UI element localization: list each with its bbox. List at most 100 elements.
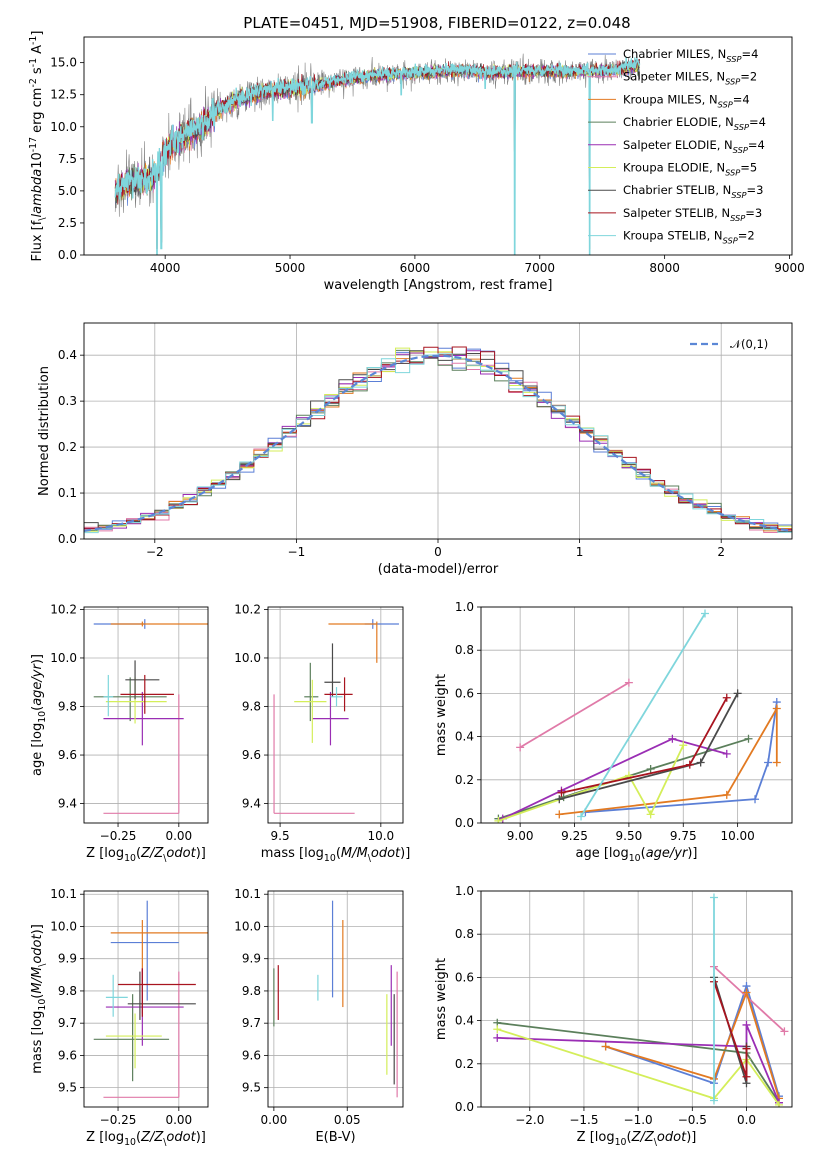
model-spectrum [114, 59, 641, 249]
weight-point-marker [601, 1042, 610, 1051]
y-tick-label: 10.0 [234, 651, 261, 665]
weight-series-line [585, 701, 778, 814]
weight-series-line [519, 681, 630, 749]
error-bar [125, 660, 160, 700]
error-bar [330, 687, 343, 707]
y-tick-label: 10.1 [234, 887, 261, 901]
error-bar [273, 694, 355, 814]
error-bar [110, 900, 179, 1001]
y-tick-label: 10.1 [50, 887, 77, 901]
y-axis-label: mass weight [434, 958, 449, 1040]
model-spectrum [114, 60, 641, 249]
y-tick-label: 9.8 [58, 700, 77, 714]
x-axis-label: E(B-V) [315, 1130, 355, 1145]
y-tick-label: 0.2 [455, 1057, 474, 1071]
x-tick-label: 10.0 [367, 829, 394, 843]
x-tick-label: 9.75 [670, 829, 697, 843]
y-tick-label: 1.0 [455, 884, 474, 898]
y-axis-label: mass weight [434, 674, 449, 756]
x-axis-label: Z [log10(Z/Z\odot)] [577, 1130, 697, 1148]
residuals-panel: −2 −1 0 1 2 0.0 0.1 0.2 0.3 0.4 (data-model)/error… [37, 322, 793, 577]
y-tick-label: 0.2 [455, 773, 474, 787]
weight-point-marker [722, 693, 731, 702]
x-tick-label: 9.00 [507, 829, 534, 843]
weight-series-line [559, 705, 778, 816]
weight-point-marker [493, 1025, 502, 1034]
weight-point-marker [624, 678, 633, 687]
z-mass-panel: −0.25 0.00 9.5 9.6 9.7 9.8 9.9 10.0 10.1 Z [log10… [30, 887, 209, 1148]
y-tick-label: 0.0 [455, 816, 474, 830]
x-axis-label: age [log10(age/yr)] [575, 846, 697, 864]
weight-point-marker [751, 795, 760, 804]
y-tick-label: 9.7 [58, 1016, 77, 1030]
y-tick-label: 9.6 [58, 748, 77, 762]
x-tick-label: 6000 [400, 261, 431, 275]
residual-histogram [84, 353, 792, 534]
y-tick-label: 0.8 [455, 927, 474, 941]
model-spectrum [114, 62, 641, 249]
x-tick-label: 9.50 [616, 829, 643, 843]
y-tick-label: 0.4 [455, 730, 474, 744]
y-tick-label: 15.0 [50, 56, 77, 70]
y-tick-label: 2.5 [58, 216, 77, 230]
error-bar [103, 674, 114, 717]
x-axis-label: Z [log10(Z/Z\odot)] [86, 1130, 206, 1148]
legend-entry: Chabrier MILES, NSSP=4 [623, 47, 758, 64]
spectrum-panel: 4000 5000 6000 7000 8000 9000 0.0 2.5 5.0 7.5 10.0… [28, 31, 805, 293]
axes-frame [480, 890, 793, 1108]
x-tick-label: −2.0 [515, 1113, 544, 1127]
legend-entry: Chabrier ELODIE, NSSP=4 [623, 115, 766, 132]
x-tick-label: 2 [717, 545, 725, 559]
y-tick-label: 9.7 [242, 1016, 261, 1030]
weight-point-marker [709, 1096, 718, 1105]
x-tick-label: 0.00 [165, 1113, 192, 1127]
weight-series-line [713, 981, 748, 1078]
x-tick-label: −1.0 [624, 1113, 653, 1127]
x-tick-label: 10.00 [720, 829, 754, 843]
y-tick-label: 9.8 [242, 700, 261, 714]
error-bar [294, 679, 327, 743]
y-tick-label: 9.8 [58, 984, 77, 998]
error-bar [324, 677, 353, 712]
x-tick-label: 0.0 [737, 1113, 756, 1127]
y-tick-label: 10.0 [234, 919, 261, 933]
z-age-panel: −0.25 0.00 9.4 9.6 9.8 10.0 10.2 Z [log10(Z/Z\o… [30, 602, 209, 864]
x-tick-label: 7000 [524, 261, 555, 275]
model-spectrum [114, 59, 641, 249]
axes-frame [83, 606, 209, 824]
x-tick-label: −0.25 [100, 1113, 137, 1127]
x-tick-label: 0.05 [334, 1113, 361, 1127]
plot-area [114, 53, 641, 255]
x-tick-label: 8000 [649, 261, 680, 275]
y-tick-label: 9.4 [58, 797, 77, 811]
weight-point-marker [516, 743, 525, 752]
weight-point-marker [742, 1020, 751, 1029]
y-tick-label: 9.5 [242, 1081, 261, 1095]
y-axis-label: Flux [f\lambda10-17 erg cm-2 s-1 A-1] [28, 31, 48, 262]
age-weight-panel: 9.00 9.25 9.50 9.75 10.00 0.0 0.2 0.4 0.6 0.8 1.0 a… [434, 600, 793, 864]
axes-frame [83, 36, 793, 256]
error-bar [105, 968, 184, 1046]
weight-point-marker [701, 609, 710, 618]
x-tick-label: 9000 [774, 261, 805, 275]
x-axis-label: Z [log10(Z/Z\odot)] [86, 846, 206, 864]
y-tick-label: 0.4 [58, 348, 77, 362]
weight-point-marker [772, 758, 781, 767]
y-tick-label: 9.6 [242, 748, 261, 762]
x-tick-label: −0.5 [678, 1113, 707, 1127]
y-tick-label: 0.0 [455, 1100, 474, 1114]
model-spectrum [114, 61, 641, 249]
plot-area [494, 609, 781, 823]
y-tick-label: 12.5 [50, 88, 77, 102]
y-tick-label: 0.3 [58, 394, 77, 408]
weight-point-marker [722, 749, 731, 758]
y-axis-label: age [log10(age/yr)] [30, 654, 48, 776]
error-bar [103, 691, 184, 746]
weight-point-marker [742, 1072, 751, 1081]
error-bar [120, 674, 174, 714]
error-bar [110, 920, 208, 1014]
legend-entry: 𝒩(0,1) [730, 337, 768, 351]
legend-entry: Salpeter ELODIE, NSSP=4 [623, 138, 765, 155]
weight-point-marker [709, 893, 718, 902]
